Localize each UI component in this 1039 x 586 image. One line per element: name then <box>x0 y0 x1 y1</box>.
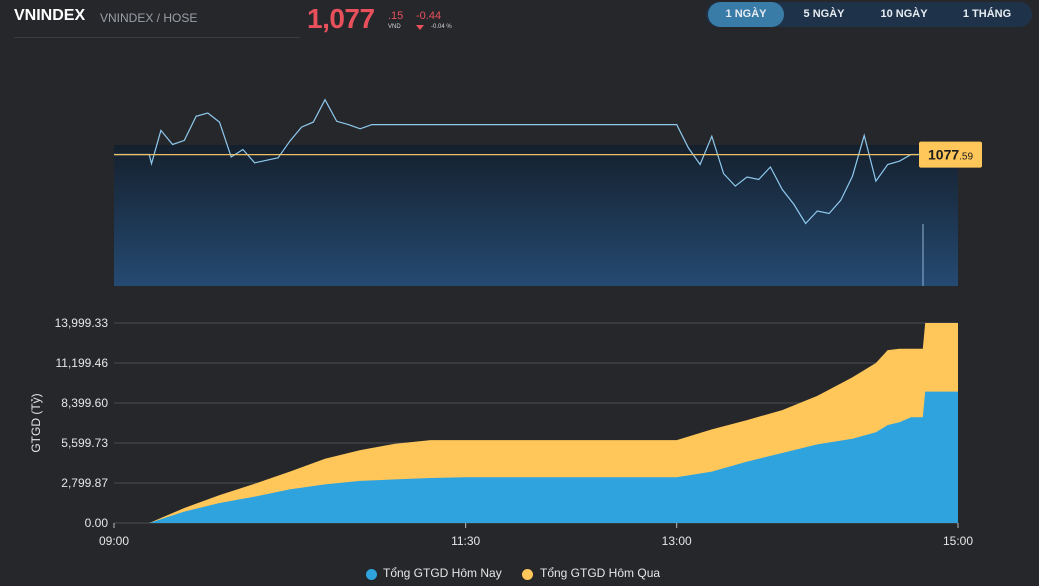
legend-today-label[interactable]: Tổng GTGD Hôm Nay <box>383 566 502 580</box>
legend-yesterday-label[interactable]: Tổng GTGD Hôm Qua <box>540 566 661 580</box>
y-tick-label: 2,799.87 <box>61 476 108 490</box>
x-tick-label: 15:00 <box>943 534 973 548</box>
y-tick-label: 8,399.60 <box>61 396 108 410</box>
price-change: -0.44 <box>416 10 442 22</box>
legend-today-swatch <box>366 569 377 580</box>
tab-10-days[interactable]: 10 NGÀY <box>880 8 928 20</box>
x-tick-label: 13:00 <box>662 534 692 548</box>
period-tabs: 1 NGÀY 5 NGÀY 10 NGÀY 1 THÁNG <box>706 2 1032 27</box>
tab-5-days[interactable]: 5 NGÀY <box>803 8 845 20</box>
y-tick-label: 11,199.46 <box>56 356 109 370</box>
price-chart-background <box>114 145 958 286</box>
y-axis-label: GTGD (Tỷ) <box>29 393 43 452</box>
tab-1-day[interactable]: 1 NGÀY <box>708 2 784 27</box>
exchange-label: VNINDEX / HOSE <box>100 11 198 25</box>
price-change-percent: -0.04 % <box>431 24 452 30</box>
down-arrow-icon <box>416 25 424 30</box>
symbol-title: VNINDEX <box>14 7 86 24</box>
intraday-price-chart: 1077.59 <box>114 98 982 225</box>
y-tick-label: 0.00 <box>85 516 109 530</box>
y-tick-label: 5,599.73 <box>61 436 108 450</box>
header-divider <box>14 37 300 38</box>
y-tick-label: 13,999.33 <box>55 316 109 330</box>
price-currency: VND <box>388 24 401 30</box>
price-decimal: .15 <box>388 10 404 22</box>
price-integer: 1,077 <box>307 3 375 34</box>
reference-price-badge <box>919 141 982 168</box>
series-area-today <box>114 391 958 523</box>
x-tick-label: 11:30 <box>451 534 480 548</box>
trading-value-chart: 0.00 2,799.87 5,599.73 8,399.60 11,199.46 13,… <box>29 316 973 548</box>
tab-1-month[interactable]: 1 THÁNG <box>962 8 1012 20</box>
legend-yesterday-swatch <box>522 569 533 580</box>
x-tick-label: 09:00 <box>99 534 129 548</box>
